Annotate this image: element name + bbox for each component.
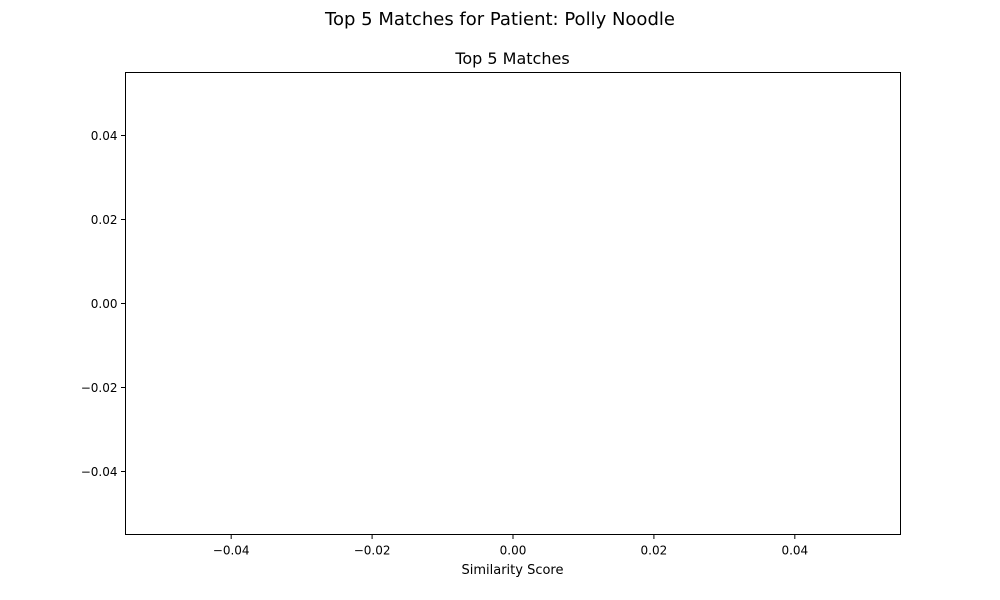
x-axis-ticks: −0.04 −0.02 0.00 0.02 0.04 bbox=[213, 534, 808, 558]
y-tick-label: 0.00 bbox=[91, 297, 118, 311]
x-tick-label: 0.04 bbox=[781, 544, 808, 558]
chart-title: Top 5 Matches bbox=[454, 49, 569, 68]
y-axis-ticks: 0.04 0.02 0.00 −0.02 −0.04 bbox=[81, 129, 126, 479]
x-tick-label: 0.00 bbox=[500, 544, 527, 558]
y-tick-label: 0.04 bbox=[91, 129, 118, 143]
y-tick-label: −0.02 bbox=[81, 381, 118, 395]
figure-suptitle: Top 5 Matches for Patient: Polly Noodle bbox=[325, 9, 675, 30]
x-axis-label: Similarity Score bbox=[461, 563, 563, 578]
y-tick-label: −0.04 bbox=[81, 465, 118, 479]
plot-area-frame bbox=[125, 72, 901, 535]
x-tick-label: 0.02 bbox=[641, 544, 668, 558]
x-tick-label: −0.02 bbox=[354, 544, 391, 558]
y-tick-label: 0.02 bbox=[91, 213, 118, 227]
x-tick-label: −0.04 bbox=[213, 544, 250, 558]
